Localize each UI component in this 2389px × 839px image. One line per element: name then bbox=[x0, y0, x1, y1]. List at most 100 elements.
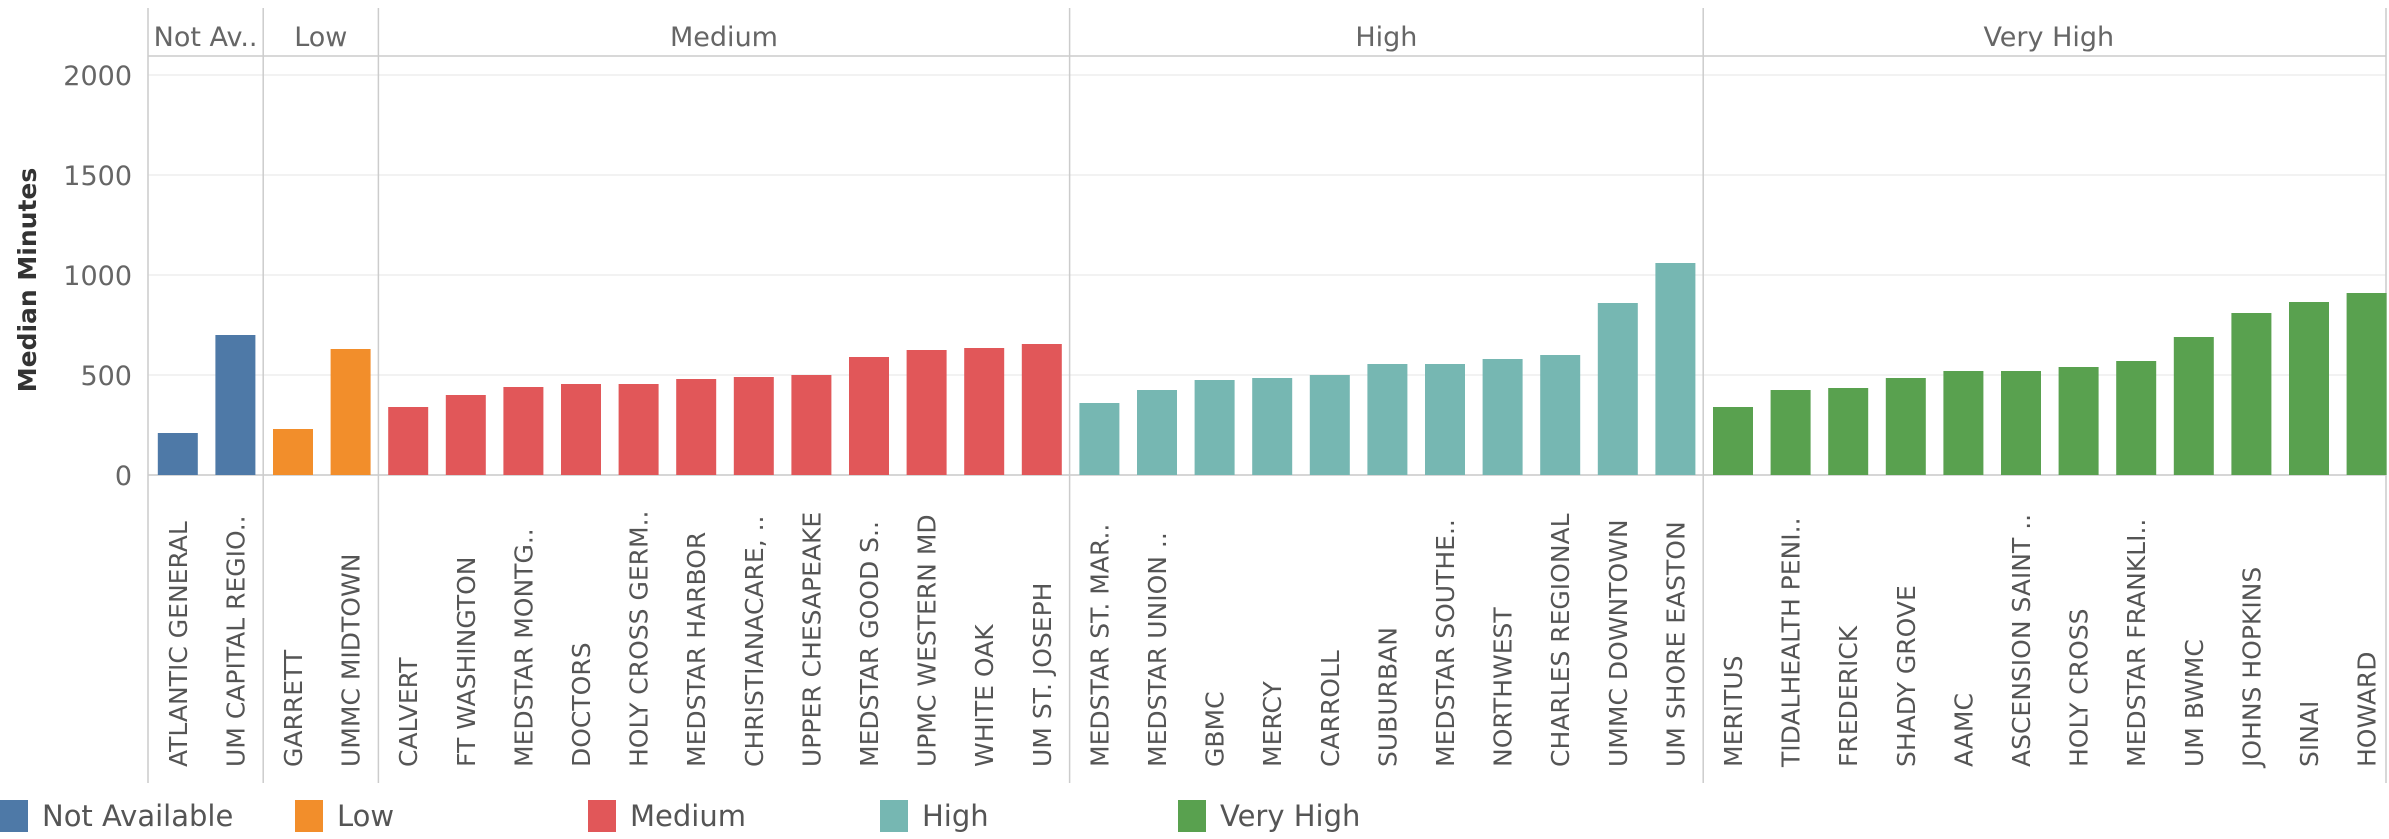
bar bbox=[791, 375, 832, 475]
bar bbox=[1482, 359, 1523, 475]
bar bbox=[445, 395, 486, 475]
category-label: UPPER CHESAPEAKE bbox=[797, 512, 826, 767]
category-label: FT WASHINGTON bbox=[452, 557, 481, 768]
category-label: TIDALHEALTH PENI.. bbox=[1777, 517, 1806, 768]
category-label: DOCTORS bbox=[567, 642, 596, 767]
legend-swatch bbox=[0, 800, 28, 832]
category-label: UMMC DOWNTOWN bbox=[1604, 519, 1633, 767]
bar bbox=[2289, 302, 2329, 475]
bar bbox=[2058, 367, 2099, 475]
category-label: MERCY bbox=[1258, 680, 1287, 767]
bar bbox=[2001, 371, 2041, 475]
bar bbox=[388, 407, 429, 475]
legend-label: Low bbox=[337, 799, 395, 833]
category-label: CALVERT bbox=[394, 657, 423, 767]
category-label: UMMC MIDTOWN bbox=[337, 554, 366, 767]
legend-item-high[interactable]: High bbox=[880, 796, 989, 836]
group-header: Very High bbox=[1983, 22, 2114, 53]
bar bbox=[1137, 390, 1177, 475]
group-header: Not Av.. bbox=[154, 22, 258, 53]
bar bbox=[1770, 390, 1811, 475]
category-labels: ATLANTIC GENERAL UM CAPITAL REGIO.. GARRET… bbox=[164, 511, 2382, 770]
legend-swatch bbox=[295, 800, 323, 832]
bars bbox=[157, 263, 2387, 475]
category-label: UM SHORE EASTON bbox=[1661, 521, 1690, 767]
bar bbox=[1885, 378, 1926, 475]
bar bbox=[1828, 388, 1869, 475]
category-label: MEDSTAR HARBOR bbox=[682, 532, 711, 767]
category-label: UM ST. JOSEPH bbox=[1028, 583, 1057, 767]
y-axis-label: Median Minutes bbox=[13, 168, 42, 393]
bar bbox=[849, 357, 889, 475]
bar bbox=[157, 433, 198, 475]
bar bbox=[215, 335, 256, 475]
category-label: UM CAPITAL REGIO.. bbox=[221, 515, 250, 767]
bar bbox=[1367, 364, 1408, 475]
bar bbox=[1252, 378, 1293, 475]
bar bbox=[2116, 361, 2157, 475]
bar bbox=[1655, 263, 1696, 475]
bar bbox=[1021, 344, 1062, 475]
legend-label: Very High bbox=[1220, 799, 1361, 833]
category-label: UM BWMC bbox=[2180, 639, 2209, 767]
legend-item-medium[interactable]: Medium bbox=[588, 796, 746, 836]
legend-item-low[interactable]: Low bbox=[295, 796, 394, 836]
category-label: MEDSTAR GOOD S.. bbox=[855, 521, 884, 767]
category-label: CHARLES REGIONAL bbox=[1546, 513, 1575, 767]
y-tick-label: 1000 bbox=[63, 261, 132, 292]
bar bbox=[2346, 293, 2387, 475]
bar bbox=[503, 387, 544, 475]
bar bbox=[1194, 380, 1235, 475]
legend-swatch bbox=[880, 800, 908, 832]
bar bbox=[561, 384, 601, 475]
bar bbox=[1943, 371, 1984, 475]
legend-item-not-available[interactable]: Not Available bbox=[0, 796, 233, 836]
bar bbox=[1079, 403, 1120, 475]
category-label: AAMC bbox=[1949, 693, 1978, 767]
bar bbox=[1713, 407, 1753, 475]
y-tick-label: 500 bbox=[80, 361, 132, 392]
group-header: High bbox=[1355, 22, 1417, 53]
bar bbox=[2173, 337, 2214, 475]
bar bbox=[964, 348, 1005, 475]
category-label: HOLY CROSS bbox=[2065, 608, 2094, 767]
category-label: HOLY CROSS GERM.. bbox=[625, 511, 654, 768]
bar bbox=[1540, 355, 1581, 475]
bar bbox=[2231, 313, 2272, 475]
bar bbox=[676, 379, 717, 475]
category-label: MEDSTAR SOUTHE.. bbox=[1431, 519, 1460, 767]
y-tick-label: 0 bbox=[115, 461, 132, 492]
bar bbox=[1309, 375, 1350, 475]
category-label: MEDSTAR UNION .. bbox=[1143, 532, 1172, 767]
group-headers: Not Av.. Low Medium High Very High bbox=[154, 22, 2114, 53]
y-tick-label: 1500 bbox=[63, 161, 132, 192]
category-label: MEDSTAR FRANKLI.. bbox=[2122, 519, 2151, 767]
category-label: JOHNS HOPKINS bbox=[2237, 567, 2266, 769]
legend-label: High bbox=[922, 799, 989, 833]
legend: Not Available Low Medium High Very High bbox=[0, 796, 2389, 836]
bar bbox=[1597, 303, 1638, 475]
y-tick-label: 2000 bbox=[63, 61, 132, 92]
group-header: Medium bbox=[670, 22, 778, 53]
category-label: CHRISTIANACARE, .. bbox=[740, 516, 769, 768]
group-header: Low bbox=[294, 22, 347, 53]
legend-item-very-high[interactable]: Very High bbox=[1178, 796, 1360, 836]
category-label: ATLANTIC GENERAL bbox=[164, 521, 193, 767]
category-label: WHITE OAK bbox=[970, 624, 999, 767]
category-label: SINAI bbox=[2295, 701, 2324, 767]
category-label: CARROLL bbox=[1316, 650, 1345, 767]
bar bbox=[330, 349, 371, 475]
bar bbox=[273, 429, 313, 475]
legend-label: Not Available bbox=[42, 799, 234, 833]
legend-swatch bbox=[588, 800, 616, 832]
y-axis: 0 500 1000 1500 2000 bbox=[63, 61, 132, 492]
category-label: ASCENSION SAINT .. bbox=[2007, 514, 2036, 767]
category-label: MEDSTAR MONTG.. bbox=[509, 528, 538, 767]
category-label: MEDSTAR ST. MAR.. bbox=[1085, 524, 1114, 767]
category-label: NORTHWEST bbox=[1489, 607, 1518, 767]
category-label: GBMC bbox=[1201, 691, 1230, 767]
category-label: MERITUS bbox=[1719, 655, 1748, 767]
bar bbox=[733, 377, 774, 475]
category-label: SUBURBAN bbox=[1373, 627, 1402, 767]
